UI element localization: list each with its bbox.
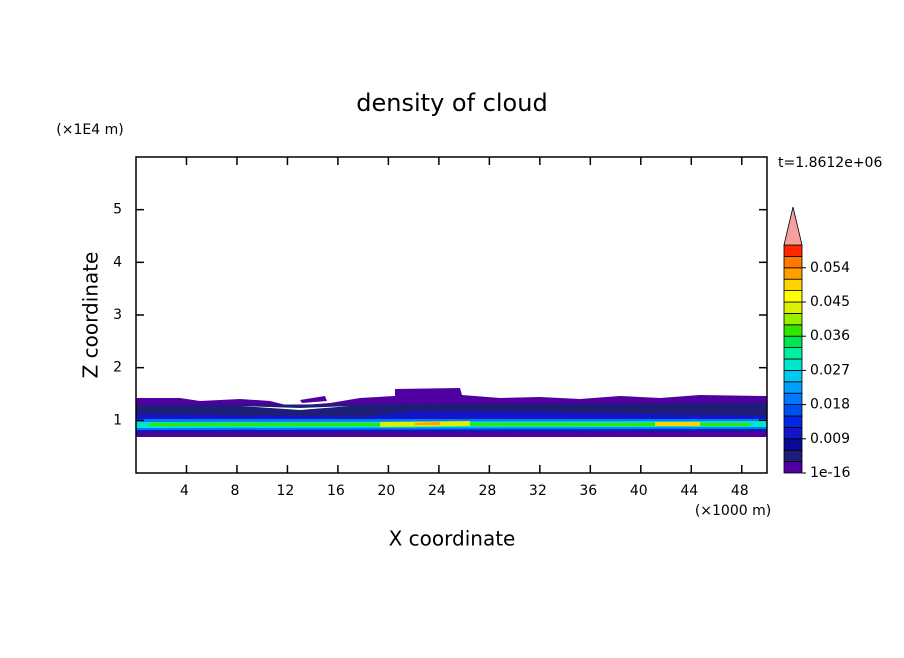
colorbar-swatch	[783, 324, 803, 337]
colorbar-swatch	[783, 290, 803, 303]
x-tick-label: 40	[630, 483, 648, 499]
colorbar-swatch	[783, 358, 803, 371]
contour-field	[136, 388, 767, 437]
x-tick-label: 12	[277, 483, 295, 499]
y-tick-label: 3	[113, 307, 122, 323]
colorbar-swatch	[783, 426, 803, 440]
colorbar-swatch	[783, 347, 803, 360]
colorbar-swatch	[783, 278, 803, 292]
x-axis-label: X coordinate	[389, 527, 516, 551]
x-tick-label: 28	[478, 483, 496, 499]
y-axis-label: Z coordinate	[79, 252, 103, 379]
colorbar-tick-label: 1e-16	[810, 465, 850, 481]
x-tick-label: 4	[180, 483, 189, 499]
colorbar-tick-label: 0.009	[810, 431, 850, 447]
y-tick-label: 2	[113, 360, 122, 376]
x-tick-label: 20	[377, 483, 395, 499]
colorbar-swatch	[783, 381, 803, 394]
colorbar-tick-label: 0.054	[810, 260, 850, 276]
colorbar-swatch	[783, 301, 803, 314]
x-unit: (×1000 m)	[695, 503, 771, 519]
chart-title: density of cloud	[356, 89, 547, 117]
y-tick-label: 1	[113, 412, 122, 428]
contour-band	[415, 422, 440, 425]
y-unit: (×1E4 m)	[56, 122, 123, 138]
contour-gap	[240, 406, 350, 410]
y-tick-label: 4	[113, 254, 122, 270]
colorbar-extend	[783, 206, 803, 246]
x-tick-label: 36	[579, 483, 597, 499]
colorbar-tick-label: 0.027	[810, 362, 850, 378]
x-tick-label: 48	[731, 483, 749, 499]
colorbar-swatch	[783, 244, 803, 257]
contour-band	[300, 396, 327, 403]
contour-band	[655, 422, 700, 426]
colorbar-swatch	[783, 369, 803, 383]
colorbar-swatch	[783, 335, 803, 349]
x-tick-label: 24	[428, 483, 446, 499]
colorbar-swatch	[783, 312, 803, 326]
colorbar-swatch	[783, 415, 803, 428]
x-tick-label: 32	[529, 483, 547, 499]
time-label: t=1.8612e+06	[778, 155, 882, 171]
x-tick-label: 8	[230, 483, 239, 499]
x-tick-label: 44	[680, 483, 698, 499]
colorbar-swatch	[783, 449, 803, 463]
colorbar-swatch	[783, 404, 803, 417]
colorbar-swatch	[783, 392, 803, 406]
colorbar-swatch	[783, 461, 803, 474]
colorbar-tick-label: 0.045	[810, 294, 850, 310]
x-tick-label: 16	[327, 483, 345, 499]
y-tick-label: 5	[113, 202, 122, 218]
colorbar-swatch	[783, 255, 803, 269]
colorbar-swatch	[783, 267, 803, 280]
colorbar-tick-label: 0.018	[810, 397, 850, 413]
colorbar-swatch	[783, 438, 803, 451]
colorbar-tick-label: 0.036	[810, 328, 850, 344]
